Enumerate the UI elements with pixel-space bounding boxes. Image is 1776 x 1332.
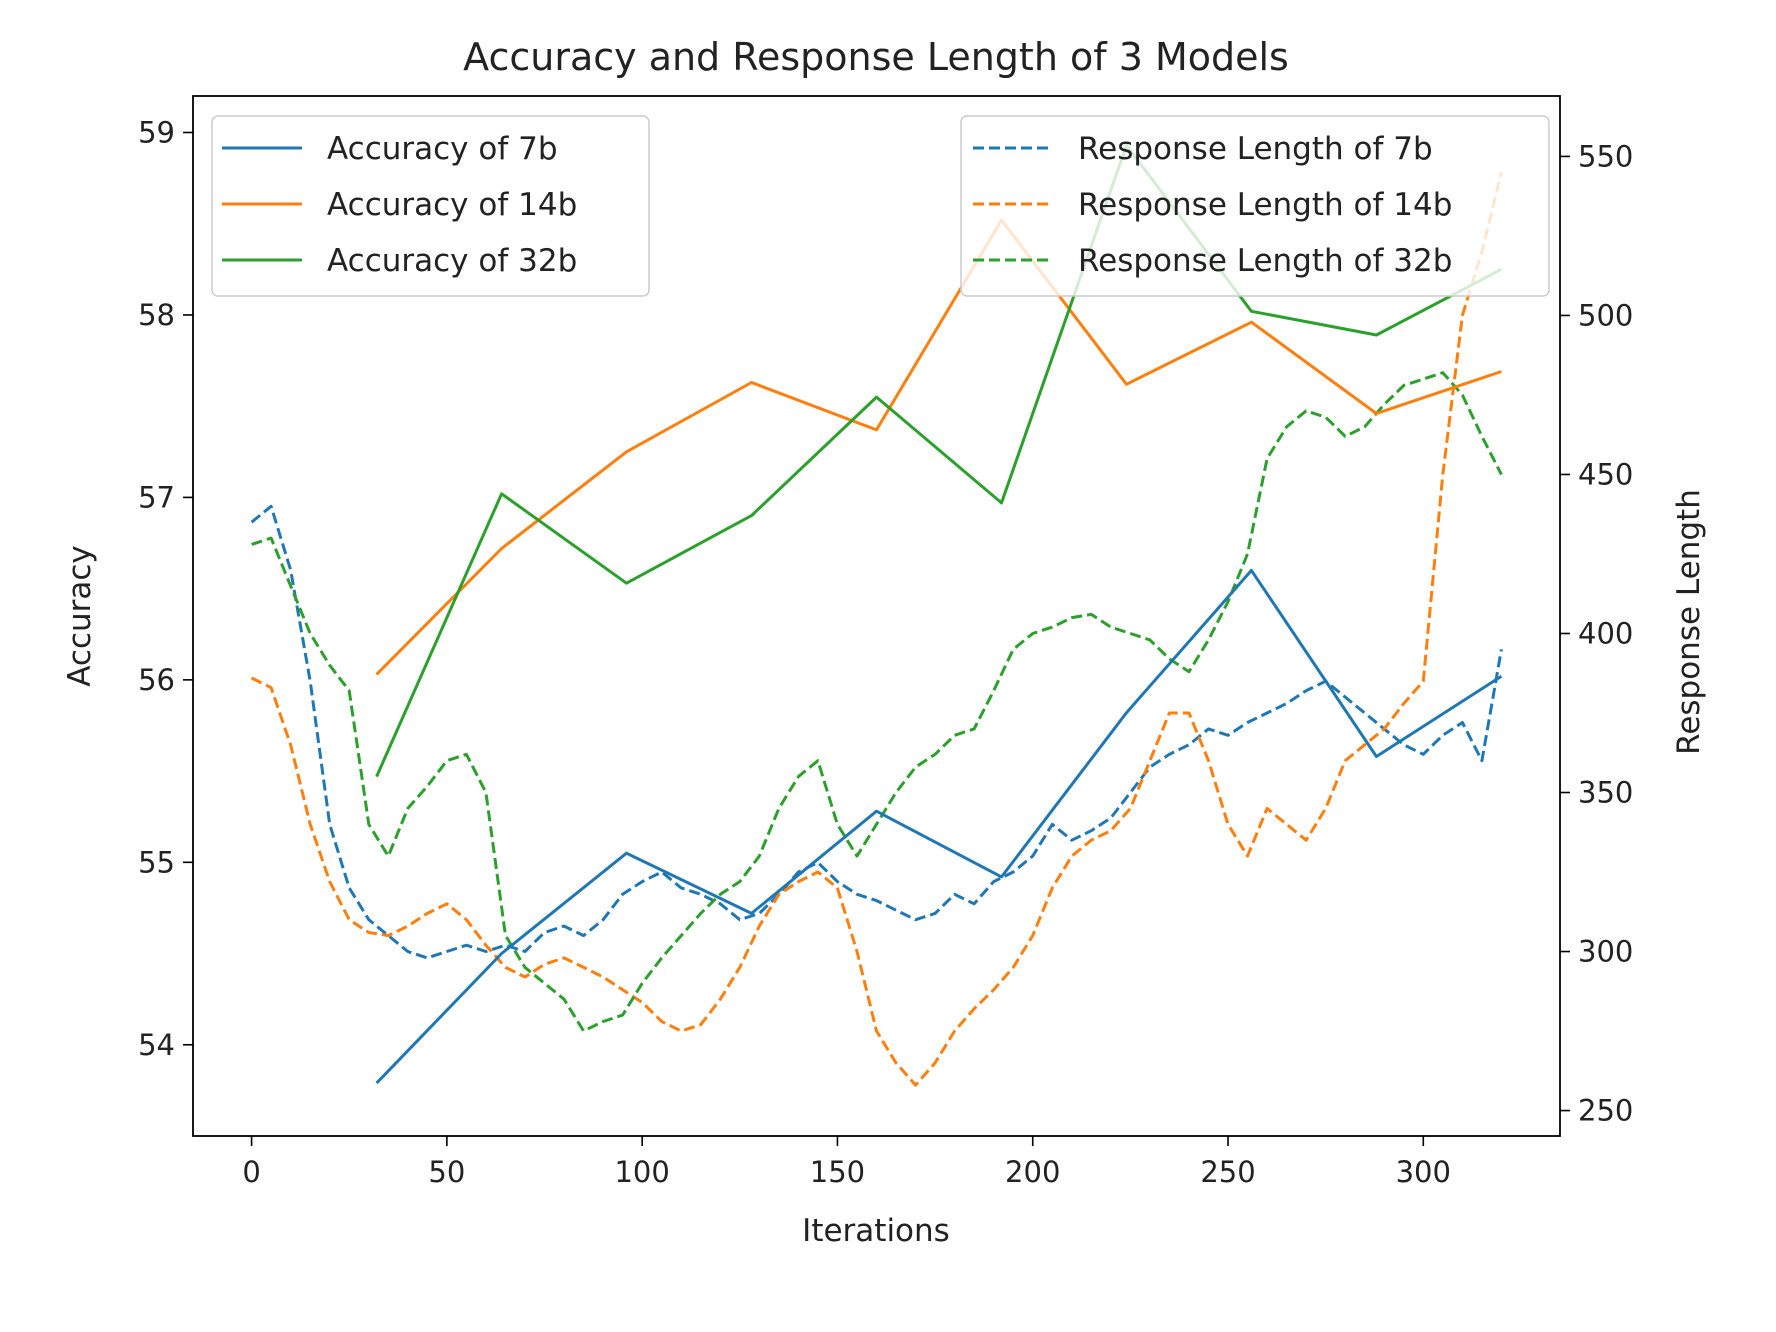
- right-y-axis: 250 300 350 400 450 500 550: [1560, 139, 1633, 1128]
- right-y-tick-label: 400: [1578, 616, 1633, 650]
- left-y-tick-label: 58: [138, 298, 175, 332]
- series-line-accuracy-of-32b: [375, 143, 1503, 778]
- right-y-tick-label: 350: [1578, 776, 1633, 810]
- x-axis-label: Iterations: [802, 1213, 950, 1249]
- x-tick-label: 300: [1396, 1155, 1451, 1189]
- right-y-tick-label: 450: [1578, 457, 1633, 491]
- left-y-tick-label: 55: [138, 845, 175, 879]
- x-tick-label: 250: [1200, 1155, 1255, 1189]
- left-y-axis: 54 55 56 57 58 59: [138, 115, 193, 1062]
- series-group: [250, 143, 1503, 1087]
- series-line-response-length-of-7b: [250, 504, 1503, 960]
- legend-accuracy-box: [211, 115, 650, 297]
- x-tick-label: 150: [810, 1155, 865, 1189]
- left-y-tick-label: 59: [138, 115, 175, 149]
- legend-label-accuracy-of-7b: Accuracy of 7b: [327, 131, 558, 167]
- right-y-tick-label: 550: [1578, 139, 1633, 173]
- right-y-tick-label: 300: [1578, 935, 1633, 969]
- right-y-axis-label: Response Length: [1671, 489, 1707, 755]
- legend-accuracy: Accuracy of 7b Accuracy of 14b Accuracy of…: [211, 115, 650, 297]
- x-tick-label: 0: [242, 1155, 260, 1189]
- left-y-tick-label: 57: [138, 480, 175, 514]
- x-tick-label: 100: [614, 1155, 669, 1189]
- series-line-response-length-of-14b: [250, 171, 1503, 1087]
- series-line-response-length-of-32b: [251, 371, 1503, 1033]
- series-line-accuracy-of-14b: [375, 218, 1502, 676]
- legend-label-response-length-of-7b: Response Length of 7b: [1078, 131, 1433, 167]
- left-y-axis-label: Accuracy: [62, 545, 98, 687]
- left-y-tick-label: 56: [138, 663, 175, 697]
- legend-label-accuracy-of-32b: Accuracy of 32b: [327, 243, 577, 279]
- x-tick-label: 200: [1005, 1155, 1060, 1189]
- plot-frame: [192, 95, 1561, 1137]
- left-y-tick-label: 54: [138, 1028, 175, 1062]
- legend-response-length: Response Length of 7b Response Length of …: [960, 115, 1550, 297]
- x-tick-label: 50: [428, 1155, 465, 1189]
- series-line-accuracy-of-7b: [375, 568, 1503, 1085]
- right-y-tick-label: 250: [1578, 1094, 1633, 1128]
- right-y-tick-label: 500: [1578, 298, 1633, 332]
- legend-label-accuracy-of-14b: Accuracy of 14b: [327, 187, 577, 223]
- legend-label-response-length-of-14b: Response Length of 14b: [1078, 187, 1452, 223]
- x-axis: 0 50 100 150 200 250 300: [242, 1136, 1451, 1189]
- chart-title: Accuracy and Response Length of 3 Models: [463, 35, 1289, 79]
- legend-response-length-box: [960, 115, 1550, 297]
- legend-label-response-length-of-32b: Response Length of 32b: [1078, 243, 1452, 279]
